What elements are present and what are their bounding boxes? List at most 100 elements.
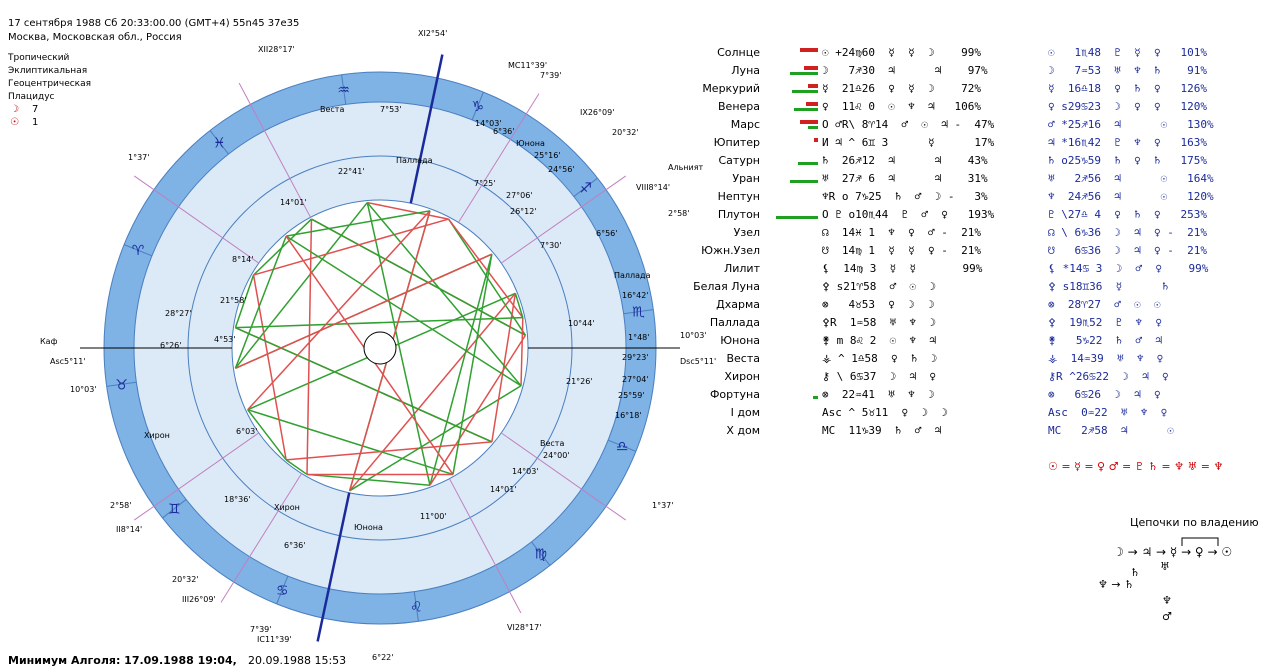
- aspect-line: [349, 385, 522, 492]
- house-cusp: [500, 175, 627, 264]
- row-name: Юнона: [720, 334, 760, 347]
- aspect-line: [452, 254, 493, 475]
- house-cusp: [316, 492, 351, 642]
- row-left: ☊ 14♓ 1 ♆ ♀ ♂ - 21%: [822, 226, 981, 239]
- wheel-label: 25°16': [534, 151, 561, 160]
- aspect-line: [286, 210, 431, 237]
- strength-bar-green: [790, 180, 818, 183]
- wheel-label: MC11°39': [508, 61, 547, 70]
- house-cusp: [238, 82, 311, 218]
- row-left: ⚷ \ 6♋37 ☽ ♃ ♀: [822, 370, 936, 383]
- sign-divider: [123, 244, 153, 257]
- row-left: ⚵ m 8♌ 2 ☉ ♆ ♃: [822, 334, 936, 347]
- aspect-line: [285, 235, 522, 387]
- wheel-label: 24°56': [548, 165, 575, 174]
- row-left: MC 11♑39 ♄ ♂ ♃: [822, 424, 942, 437]
- house-cusp: [133, 432, 260, 521]
- wheel-label: 11°00': [420, 512, 447, 521]
- wheel-label: Юнона: [354, 523, 383, 532]
- sign-glyph: ♍: [534, 547, 547, 563]
- chain-line: ♆: [1162, 594, 1172, 607]
- aspect-line: [234, 202, 368, 369]
- row-left: ⚸ 14♍ 3 ☿ ☿ 99%: [822, 262, 983, 275]
- wheel-label: 6°36': [493, 127, 514, 136]
- row-name: Узел: [734, 226, 760, 239]
- row-name: Фортуна: [710, 388, 760, 401]
- row-right: ♄ o25♑59 ♄ ♀ ♄ 175%: [1048, 154, 1207, 167]
- counter-symbol: ☽: [10, 104, 19, 115]
- row-left: ♀ 11♌ 0 ☉ ♆ ♃ 106%: [822, 100, 981, 113]
- strength-bar-green: [794, 108, 818, 111]
- aspect-line: [253, 218, 449, 276]
- wheel-label: Альният: [668, 163, 704, 172]
- wheel-label: 29°23': [622, 353, 649, 362]
- wheel-label: 22°41': [338, 167, 365, 176]
- strength-bar-green: [790, 72, 818, 75]
- aspect-line: [366, 202, 522, 387]
- sign-divider: [106, 381, 137, 387]
- aspect-line: [311, 218, 526, 336]
- wheel-label: 6°56': [596, 229, 617, 238]
- row-left: ☋ 14♍ 1 ☿ ☿ ♀ - 21%: [822, 244, 981, 257]
- wheel-label: 20°32': [172, 575, 199, 584]
- sign-divider: [607, 439, 637, 452]
- strength-bar-red: [808, 84, 818, 88]
- row-left: ☽ 7♐30 ♃ ♃ 97%: [822, 64, 988, 77]
- row-left: ♄ 26♐12 ♃ ♃ 43%: [822, 154, 988, 167]
- wheel-label: 7°39': [540, 71, 561, 80]
- wheel-label: 4°53': [214, 335, 235, 344]
- strength-bar-red: [804, 66, 818, 70]
- sign-glyph: ♒: [337, 83, 350, 99]
- row-right: ☿ 16♎18 ♀ ♄ ♀ 126%: [1048, 82, 1207, 95]
- sign-glyph: ♓: [213, 135, 226, 151]
- row-name: Дхарма: [716, 298, 760, 311]
- wheel-label: 6°36': [284, 541, 305, 550]
- strength-bar-red: [814, 138, 818, 142]
- sign-glyph: ♏: [632, 305, 645, 321]
- aspect-line: [514, 293, 524, 318]
- wheel-label: 6°03': [236, 427, 257, 436]
- row-left: Asc ^ 5♉11 ♀ ☽ ☽: [822, 406, 948, 419]
- sign-divider: [573, 177, 598, 197]
- house-cusp: [220, 473, 302, 603]
- wheel-label: 8°14': [232, 255, 253, 264]
- aspect-line: [235, 316, 523, 329]
- row-name: Веста: [726, 352, 760, 365]
- sign-glyph: ♎: [616, 439, 629, 455]
- wheel-label: Паллада: [396, 156, 433, 165]
- wheel-label: 7°53': [380, 105, 401, 114]
- row-name: Нептун: [718, 190, 760, 203]
- wheel-label: XII28°17': [258, 45, 295, 54]
- chain-line: ♄: [1130, 566, 1140, 579]
- row-right: ⚶ 14♒39 ♅ ♆ ♀: [1048, 352, 1163, 365]
- row-right: ⚴ 19♏52 ♇ ♆ ♀: [1048, 316, 1162, 329]
- aspect-line: [306, 473, 431, 486]
- wheel-label: 27°04': [622, 375, 649, 384]
- row-name: Хирон: [724, 370, 760, 383]
- wheel-label: 1°48': [628, 333, 649, 342]
- wheel-label: Веста: [320, 105, 344, 114]
- strength-bar-green: [808, 126, 818, 129]
- row-right: ⊗ 28♈27 ♂ ☉ ☉: [1048, 298, 1161, 311]
- wheel-label: 26°12': [510, 207, 537, 216]
- row-right: Asc 0♒22 ♅ ♆ ♀: [1048, 406, 1167, 419]
- row-name: Сатурн: [718, 154, 760, 167]
- header-line: Москва, Московская обл., Россия: [8, 32, 182, 43]
- sign-divider: [162, 499, 187, 519]
- wheel-label: 10°03': [70, 385, 97, 394]
- wheel-label: II8°14': [116, 525, 142, 534]
- strength-bar-green: [792, 90, 818, 93]
- row-right: ♂ *25♐16 ♃ ☉ 130%: [1048, 118, 1214, 131]
- aspect-line: [447, 218, 527, 336]
- row-right: ♅ 2♐56 ♃ ☉ 164%: [1048, 172, 1214, 185]
- strength-bar-green: [798, 162, 818, 165]
- row-name: Луна: [731, 64, 760, 77]
- wheel-label: Asc5°11': [50, 357, 86, 366]
- wheel-label: XI2°54': [418, 29, 447, 38]
- wheel-label: 28°27': [165, 309, 192, 318]
- planet-table: Солнце ☉ +24♍60 ☿ ☿ ☽ 99% ☉ 1♏48 ♇ ☿ ♀ 101…: [693, 46, 1214, 437]
- house-cusp: [449, 478, 522, 614]
- house-cusp: [500, 432, 627, 521]
- sign-glyph: ♋: [276, 583, 289, 599]
